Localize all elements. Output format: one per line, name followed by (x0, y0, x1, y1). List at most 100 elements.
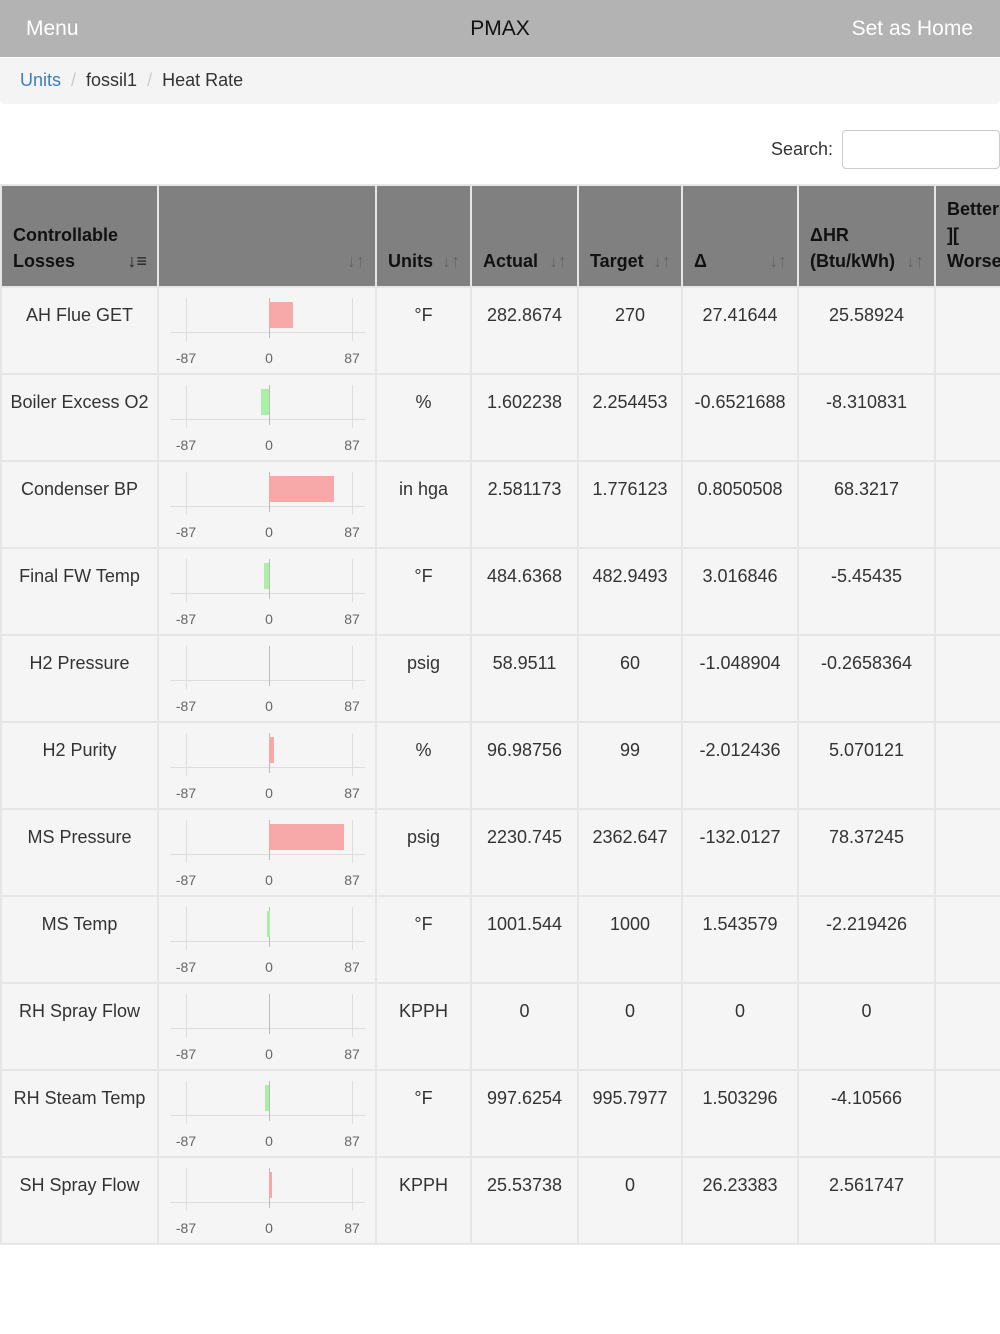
tick-label: -87 (175, 698, 197, 714)
loss-bar-chart: -87 0 87 (157, 547, 377, 636)
column-header-actual[interactable]: Actual ↓↑ (470, 184, 579, 288)
menu-button[interactable]: Menu (26, 17, 79, 40)
delta-cell: -1.048904 (681, 634, 799, 723)
tick-label: -87 (175, 611, 197, 627)
table-row[interactable]: RH Steam Temp -87 0 87 °F 997.6254 995.7977 1.5… (0, 1069, 1000, 1158)
actual-cell: 0 (470, 982, 579, 1071)
tick-label: 87 (344, 437, 360, 453)
tick-label: 87 (344, 1046, 360, 1062)
axis-line (170, 767, 365, 768)
table-row[interactable]: H2 Purity -87 0 87% 96.98756 99 -2.012436 5.070… (0, 721, 1000, 810)
set-as-home-button[interactable]: Set as Home (851, 17, 973, 40)
units-cell: °F (375, 286, 472, 375)
sort-icon[interactable]: ↓↑ (442, 251, 460, 271)
delta-cell: 26.23383 (681, 1156, 799, 1245)
gridline (186, 994, 187, 1037)
better-worse-cell (934, 808, 1000, 897)
sort-icon[interactable]: ↓↑ (906, 251, 924, 271)
gridline (186, 559, 187, 602)
better-worse-cell (934, 286, 1000, 375)
column-header-units[interactable]: Units ↓↑ (375, 184, 472, 288)
delta-hr-cell: 0 (797, 982, 936, 1071)
loss-name: RH Steam Temp (0, 1069, 159, 1158)
sort-desc-icon[interactable]: ↓≡ (127, 251, 147, 271)
loss-name: Condenser BP (0, 460, 159, 549)
tick-label: 0 (265, 1133, 273, 1149)
table-row[interactable]: Boiler Excess O2 -87 0 87% 1.602238 2.254453-… (0, 373, 1000, 462)
axis-line (170, 593, 365, 594)
better-worse-cell (934, 634, 1000, 723)
table-row[interactable]: MS Pressure -87 0 87 psig 2230.745 2362.647 -13… (0, 808, 1000, 897)
better-worse-cell (934, 1069, 1000, 1158)
column-header-controllable-losses[interactable]: Controllable Losses ↓≡ (0, 184, 159, 288)
units-cell: % (375, 721, 472, 810)
gridline (269, 646, 270, 686)
column-header-chart[interactable]: ↓↑ (157, 184, 377, 288)
target-cell: 995.7977 (577, 1069, 683, 1158)
actual-cell: 58.9511 (470, 634, 579, 723)
actual-cell: 282.8674 (470, 286, 579, 375)
table-row[interactable]: RH Spray Flow -87 0 87 KPPH 0 0 0 0 (0, 982, 1000, 1071)
better-worse-cell (934, 373, 1000, 462)
better-worse-cell (934, 547, 1000, 636)
delta-hr-cell: 25.58924 (797, 286, 936, 375)
sort-icon[interactable]: ↓↑ (769, 251, 787, 271)
gridline (186, 1168, 187, 1211)
loss-bar-better (263, 563, 269, 589)
delta-hr-cell: -2.219426 (797, 895, 936, 984)
losses-table: Controllable Losses ↓≡ ↓↑ Units ↓↑ Actual ↓↑ Ta… (0, 184, 1000, 1245)
table-row[interactable]: AH Flue GET -87 0 87 °F 282.8674 270 27.41644 25… (0, 286, 1000, 375)
tick-label: 0 (265, 524, 273, 540)
tick-label: -87 (175, 437, 197, 453)
tick-label: -87 (175, 1220, 197, 1236)
units-cell: psig (375, 808, 472, 897)
loss-name: H2 Pressure (0, 634, 159, 723)
breadcrumb-units-link[interactable]: Units (20, 70, 62, 90)
axis-line (170, 854, 365, 855)
loss-name: MS Temp (0, 895, 159, 984)
tick-label: 87 (344, 959, 360, 975)
gridline (186, 1081, 187, 1124)
gridline (269, 1081, 270, 1121)
loss-bar-chart: -87 0 87 (157, 373, 377, 462)
table-row[interactable]: SH Spray Flow -87 0 87 KPPH 25.53738 0 26.23383… (0, 1156, 1000, 1245)
delta-hr-cell: -5.45435 (797, 547, 936, 636)
axis-line (170, 1028, 365, 1029)
loss-bar-worse (269, 476, 335, 502)
actual-cell: 25.53738 (470, 1156, 579, 1245)
gridline (186, 820, 187, 863)
tick-label: 87 (344, 524, 360, 540)
loss-bar-chart: -87 0 87 (157, 1156, 377, 1245)
axis-line (170, 1202, 365, 1203)
column-header-label: ΔHR (Btu/kWh) (810, 225, 895, 271)
breadcrumb-separator: / (147, 70, 153, 90)
loss-name: SH Spray Flow (0, 1156, 159, 1245)
column-header-delta-hr[interactable]: ΔHR (Btu/kWh) ↓↑ (797, 184, 936, 288)
better-worse-cell (934, 721, 1000, 810)
column-header-delta[interactable]: Δ ↓↑ (681, 184, 799, 288)
better-worse-cell (934, 460, 1000, 549)
delta-cell: 27.41644 (681, 286, 799, 375)
table-row[interactable]: Final FW Temp -87 0 87 °F 484.6368 482.9493 3.0… (0, 547, 1000, 636)
better-worse-cell (934, 895, 1000, 984)
sort-icon[interactable]: ↓↑ (549, 251, 567, 271)
loss-bar-chart: -87 0 87 (157, 895, 377, 984)
actual-cell: 997.6254 (470, 1069, 579, 1158)
search-input[interactable] (842, 130, 1000, 169)
table-row[interactable]: H2 Pressure -87 0 87 psig 58.9511 60 -1.048904-… (0, 634, 1000, 723)
loss-bar-worse (269, 1172, 272, 1198)
target-cell: 60 (577, 634, 683, 723)
breadcrumb-fossil1: fossil1 (86, 70, 138, 90)
delta-hr-cell: -0.2658364 (797, 634, 936, 723)
table-row[interactable]: Condenser BP -87 0 87 in hga 2.581173 1.776123… (0, 460, 1000, 549)
gridline (352, 907, 353, 950)
tick-label: 0 (265, 872, 273, 888)
column-header-target[interactable]: Target ↓↑ (577, 184, 683, 288)
gridline (352, 1081, 353, 1124)
gridline (186, 907, 187, 950)
table-row[interactable]: MS Temp -87 0 87 °F 1001.544 1000 1.543579 -2.21… (0, 895, 1000, 984)
breadcrumb-current: Heat Rate (162, 70, 244, 90)
sort-icon[interactable]: ↓↑ (347, 251, 365, 271)
column-header-better-worse[interactable]: Better ][ Worse (934, 184, 1000, 288)
sort-icon[interactable]: ↓↑ (653, 251, 671, 271)
